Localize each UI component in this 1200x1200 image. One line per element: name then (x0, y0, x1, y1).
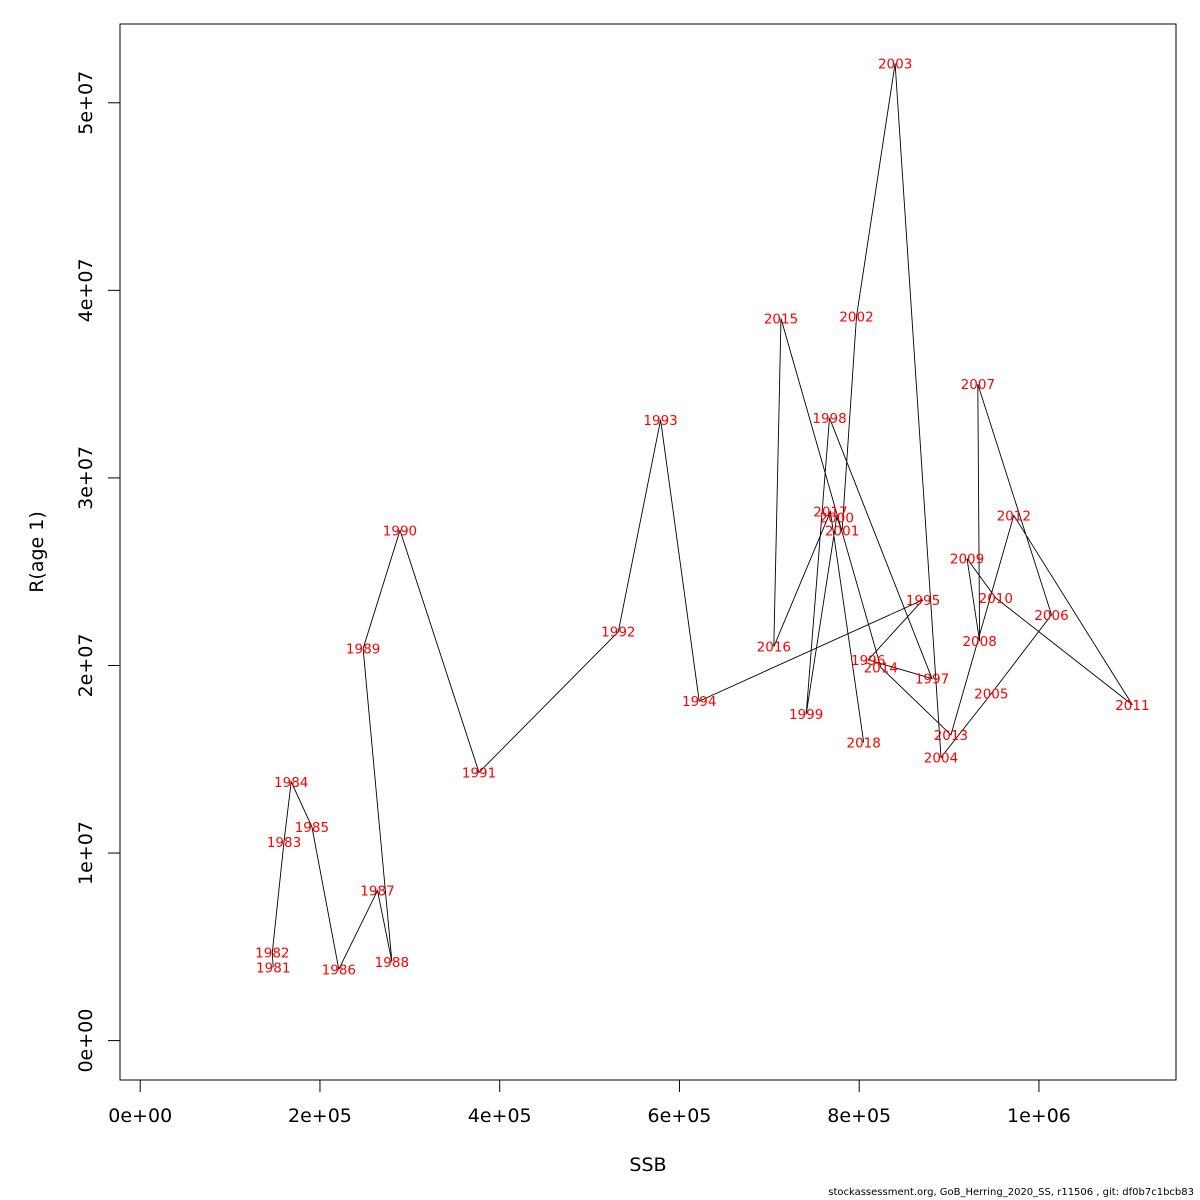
year-label-2002: 2002 (839, 310, 873, 326)
year-label-2012: 2012 (997, 508, 1031, 524)
year-label-1989: 1989 (346, 642, 380, 658)
year-label-2004: 2004 (924, 750, 958, 766)
year-label-2001: 2001 (825, 523, 859, 539)
year-label-2013: 2013 (934, 728, 968, 744)
year-label-1997: 1997 (915, 672, 949, 688)
year-label-1983: 1983 (267, 835, 301, 851)
year-label-1985: 1985 (295, 820, 329, 836)
x-tick-label: 2e+05 (288, 1105, 352, 1127)
year-label-1996: 1996 (851, 653, 885, 669)
y-tick-label: 3e+07 (75, 446, 97, 510)
year-label-2000: 2000 (820, 510, 854, 526)
year-label-1984: 1984 (274, 775, 308, 791)
year-label-1981: 1981 (256, 960, 290, 976)
year-label-2007: 2007 (961, 377, 995, 393)
x-axis-title: SSB (629, 1154, 666, 1176)
year-label-2018: 2018 (847, 735, 881, 751)
x-tick-label: 1e+06 (1007, 1105, 1071, 1127)
x-axis: 0e+00 2e+05 4e+05 6e+05 8e+05 1e+06 (108, 1079, 1071, 1127)
y-tick-label: 1e+07 (75, 821, 97, 885)
x-tick-label: 8e+05 (827, 1105, 891, 1127)
year-label-1982: 1982 (255, 945, 289, 961)
x-tick-label: 4e+05 (468, 1105, 532, 1127)
year-label-1999: 1999 (789, 707, 823, 723)
year-label-2005: 2005 (974, 687, 1008, 703)
year-label-1987: 1987 (360, 884, 394, 900)
recruitment-series (271, 63, 1133, 971)
year-label-2014: 2014 (864, 660, 898, 676)
year-label-2003: 2003 (878, 56, 912, 72)
year-label-2006: 2006 (1034, 608, 1068, 624)
y-tick-label: 5e+07 (75, 71, 97, 135)
year-label-1995: 1995 (906, 593, 940, 609)
year-label-1991: 1991 (462, 765, 496, 781)
year-label-1993: 1993 (643, 413, 677, 429)
year-label-2011: 2011 (1115, 698, 1149, 714)
year-label-2008: 2008 (962, 634, 996, 650)
footer-note: stockassessment.org, GoB_Herring_2020_SS… (828, 1187, 1194, 1198)
year-label-2009: 2009 (950, 552, 984, 568)
y-axis-title: R(age 1) (26, 511, 48, 593)
year-label-1998: 1998 (812, 411, 846, 427)
x-tick-label: 6e+05 (648, 1105, 712, 1127)
y-tick-label: 4e+07 (75, 258, 97, 322)
year-label-2015: 2015 (764, 311, 798, 327)
year-label-1986: 1986 (322, 962, 356, 978)
year-label-1992: 1992 (601, 625, 635, 641)
y-tick-label: 0e+00 (75, 1009, 97, 1073)
plot-frame (119, 23, 1177, 1081)
year-label-2016: 2016 (757, 640, 791, 656)
year-label-2010: 2010 (979, 591, 1013, 607)
x-tick-label: 0e+00 (108, 1105, 172, 1127)
y-tick-label: 2e+07 (75, 634, 97, 698)
y-axis: 0e+00 1e+07 2e+07 3e+07 4e+07 5e+07 (75, 71, 121, 1073)
year-label-1988: 1988 (375, 955, 409, 971)
year-label-1990: 1990 (383, 523, 417, 539)
year-label-2017: 2017 (813, 505, 847, 521)
year-label-1994: 1994 (682, 694, 716, 710)
series-line (271, 63, 1133, 971)
